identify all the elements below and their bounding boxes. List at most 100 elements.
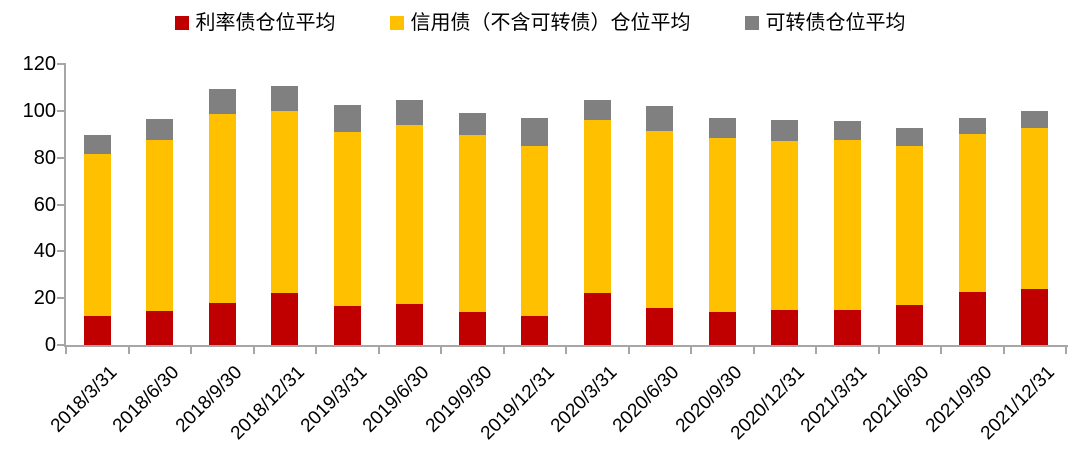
bar-segment-series1: [646, 130, 674, 308]
bar-segment-series2: [833, 121, 861, 141]
bar-segment-series0: [771, 309, 799, 345]
x-tick: [565, 347, 567, 354]
x-tick: [65, 347, 67, 354]
x-tick: [190, 347, 192, 354]
legend-item: 信用债（不含可转债）仓位平均: [389, 12, 691, 34]
bar-segment-series1: [271, 110, 299, 294]
bar-segment-series0: [896, 305, 924, 345]
bar-segment-series2: [708, 117, 736, 138]
x-tick: [377, 347, 380, 354]
legend-item: 可转债仓位平均: [744, 12, 906, 34]
legend-item: 利率债仓位平均: [174, 12, 336, 34]
x-tick-label: 2020/6/30: [608, 362, 684, 437]
bar-segment-series0: [833, 309, 861, 345]
y-tick: [57, 344, 64, 346]
x-tick-label: 2018/3/31: [46, 362, 122, 437]
bar-segment-series0: [271, 293, 299, 345]
legend-marker-icon: [174, 16, 189, 30]
bar-segment-series2: [646, 106, 674, 131]
bar-segment-series1: [396, 124, 424, 304]
y-tick: [57, 203, 64, 206]
x-tick: [940, 347, 942, 354]
bar-segment-series0: [521, 315, 549, 345]
legend-label: 可转债仓位平均: [765, 12, 906, 34]
x-tick: [127, 347, 130, 354]
bar-segment-series1: [896, 145, 924, 306]
bar-segment-series0: [396, 304, 424, 345]
bar-segment-series1: [521, 145, 549, 316]
bar-segment-series2: [146, 119, 174, 141]
x-tick-label: 2021/6/30: [858, 362, 934, 437]
y-tick: [57, 250, 64, 253]
x-tick-label: 2021/3/31: [796, 362, 872, 437]
bar-segment-series1: [146, 140, 174, 312]
x-tick: [815, 347, 817, 354]
bar-segment-series0: [958, 292, 986, 345]
bar-segment-series0: [146, 311, 174, 345]
bar-segment-series2: [208, 88, 236, 115]
x-tick: [1002, 347, 1005, 354]
bar-segment-series1: [708, 137, 736, 313]
x-tick: [752, 347, 755, 354]
x-tick: [877, 347, 880, 354]
y-axis-line: [64, 63, 66, 347]
x-tick-label: 2018/6/30: [108, 362, 184, 437]
bar-segment-series2: [333, 104, 361, 132]
bar-segment-series2: [1021, 110, 1049, 129]
bar-segment-series0: [83, 315, 111, 345]
y-tick: [57, 297, 64, 300]
x-tick-label: 2019/6/30: [358, 362, 434, 437]
bar-segment-series2: [458, 113, 486, 136]
legend-label: 信用债（不含可转债）仓位平均: [410, 12, 691, 34]
bar-segment-series2: [583, 100, 611, 121]
bar-segment-series2: [771, 120, 799, 142]
bar-segment-series0: [458, 312, 486, 345]
x-tick: [502, 347, 505, 354]
legend-marker-icon: [389, 16, 404, 30]
y-tick-label: 100: [22, 99, 56, 122]
bar-segment-series2: [396, 100, 424, 125]
y-tick-label: 60: [33, 193, 56, 216]
bar-segment-series1: [958, 134, 986, 293]
bar-segment-series1: [583, 120, 611, 294]
y-tick-label: 80: [33, 146, 56, 169]
bar-segment-series0: [208, 302, 236, 345]
bar-segment-series2: [271, 86, 299, 111]
y-tick-label: 40: [33, 240, 56, 263]
y-tick: [57, 109, 64, 112]
y-tick-label: 120: [22, 53, 56, 75]
x-tick: [440, 347, 442, 354]
x-tick: [315, 347, 317, 354]
x-axis-line: [64, 345, 1068, 347]
x-tick-label: 2020/3/31: [546, 362, 622, 437]
bar-segment-series0: [708, 312, 736, 345]
bar-segment-series1: [83, 154, 111, 316]
bar-segment-series0: [646, 307, 674, 345]
x-tick: [627, 347, 630, 354]
y-tick-label: 20: [33, 287, 56, 310]
chart-legend: 利率债仓位平均 信用债（不含可转债）仓位平均 可转债仓位平均: [0, 13, 1080, 33]
y-tick-label: 0: [44, 334, 56, 356]
x-tick: [690, 347, 692, 354]
y-tick: [57, 156, 64, 159]
y-tick: [57, 63, 64, 65]
bar-segment-series1: [208, 114, 236, 303]
bar-segment-series1: [333, 131, 361, 307]
x-tick-label: 2019/3/31: [296, 362, 372, 437]
bar-segment-series0: [1021, 288, 1049, 345]
legend-label: 利率债仓位平均: [195, 12, 336, 34]
bar-segment-series2: [896, 128, 924, 146]
x-tick: [1065, 347, 1067, 354]
bar-segment-series1: [1021, 128, 1049, 289]
x-tick: [252, 347, 255, 354]
bar-segment-series2: [958, 117, 986, 135]
bar-segment-series2: [521, 117, 549, 146]
bar-segment-series1: [833, 140, 861, 310]
bar-segment-series1: [458, 135, 486, 313]
bar-segment-series0: [583, 293, 611, 345]
bar-segment-series2: [83, 135, 111, 155]
bar-segment-series1: [771, 141, 799, 310]
bar-segment-series0: [333, 306, 361, 345]
legend-marker-icon: [744, 16, 759, 30]
